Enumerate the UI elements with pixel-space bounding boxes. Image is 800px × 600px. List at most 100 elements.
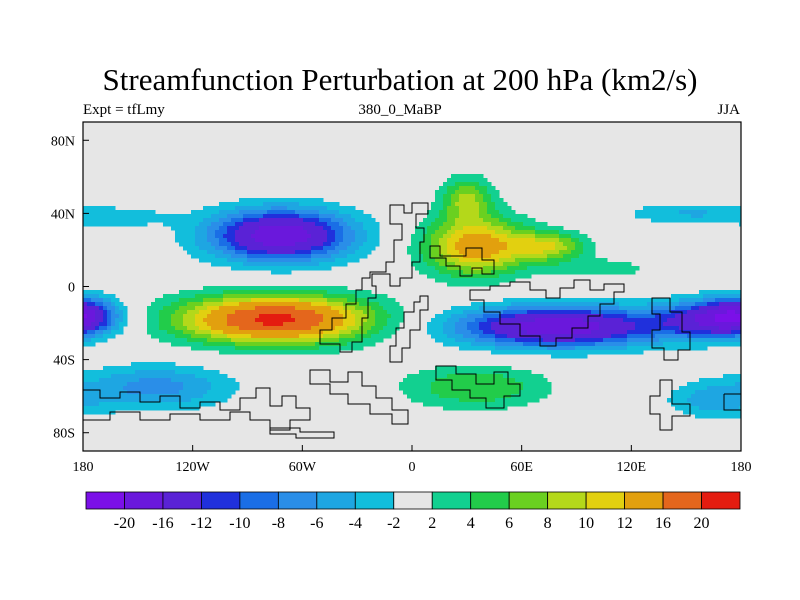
- contour-cell: [99, 302, 104, 307]
- contour-cell: [483, 390, 488, 395]
- contour-cell: [243, 250, 248, 255]
- contour-cell: [311, 254, 316, 259]
- contour-cell: [511, 386, 516, 391]
- contour-cell: [271, 306, 276, 311]
- contour-cell: [251, 258, 256, 263]
- contour-cell: [311, 310, 316, 315]
- contour-cell: [675, 326, 680, 331]
- contour-cell: [203, 230, 208, 235]
- contour-cell: [583, 238, 588, 243]
- contour-cell: [279, 266, 284, 271]
- contour-cell: [199, 302, 204, 307]
- contour-cell: [271, 326, 276, 331]
- contour-cell: [155, 402, 160, 407]
- contour-cell: [91, 306, 96, 311]
- contour-cell: [371, 306, 376, 311]
- contour-cell: [531, 266, 536, 271]
- contour-cell: [259, 210, 264, 215]
- contour-cell: [295, 318, 300, 323]
- contour-cell: [363, 334, 368, 339]
- contour-cell: [339, 346, 344, 351]
- contour-cell: [731, 382, 736, 387]
- contour-cell: [87, 338, 92, 343]
- contour-cell: [739, 210, 742, 215]
- contour-cell: [463, 226, 468, 231]
- contour-cell: [527, 386, 532, 391]
- contour-cell: [559, 266, 564, 271]
- contour-cell: [459, 366, 464, 371]
- contour-cell: [199, 306, 204, 311]
- contour-cell: [195, 254, 200, 259]
- contour-cell: [131, 222, 136, 227]
- contour-cell: [155, 362, 160, 367]
- contour-cell: [719, 334, 724, 339]
- contour-cell: [335, 214, 340, 219]
- contour-cell: [283, 302, 288, 307]
- contour-cell: [467, 194, 472, 199]
- contour-cell: [455, 190, 460, 195]
- contour-cell: [275, 350, 280, 355]
- contour-cell: [235, 330, 240, 335]
- contour-cell: [435, 338, 440, 343]
- contour-cell: [535, 322, 540, 327]
- contour-cell: [151, 318, 156, 323]
- contour-cell: [259, 346, 264, 351]
- contour-cell: [95, 374, 100, 379]
- contour-cell: [455, 306, 460, 311]
- contour-cell: [231, 222, 236, 227]
- contour-cell: [239, 258, 244, 263]
- contour-cell: [703, 326, 708, 331]
- contour-cell: [195, 346, 200, 351]
- contour-cell: [651, 334, 656, 339]
- contour-cell: [435, 366, 440, 371]
- contour-cell: [647, 322, 652, 327]
- contour-cell: [571, 330, 576, 335]
- contour-cell: [475, 398, 480, 403]
- contour-cell: [615, 314, 620, 319]
- contour-cell: [663, 306, 668, 311]
- contour-cell: [427, 242, 432, 247]
- contour-cell: [175, 318, 180, 323]
- contour-cell: [163, 218, 168, 223]
- contour-cell: [615, 310, 620, 315]
- contour-cell: [467, 226, 472, 231]
- contour-cell: [547, 302, 552, 307]
- contour-cell: [307, 290, 312, 295]
- contour-cell: [359, 298, 364, 303]
- contour-cell: [163, 382, 168, 387]
- contour-cell: [207, 310, 212, 315]
- contour-cell: [143, 366, 148, 371]
- contour-cell: [407, 378, 412, 383]
- contour-cell: [683, 214, 688, 219]
- contour-cell: [287, 226, 292, 231]
- contour-cell: [547, 246, 552, 251]
- contour-cell: [123, 322, 128, 327]
- contour-cell: [199, 230, 204, 235]
- contour-cell: [95, 370, 100, 375]
- contour-cell: [319, 290, 324, 295]
- contour-cell: [447, 234, 452, 239]
- contour-cell: [283, 314, 288, 319]
- contour-cell: [383, 314, 388, 319]
- contour-cell: [695, 206, 700, 211]
- contour-cell: [251, 198, 256, 203]
- contour-cell: [459, 326, 464, 331]
- contour-cell: [695, 402, 700, 407]
- contour-cell: [735, 342, 740, 347]
- contour-cell: [659, 298, 664, 303]
- contour-cell: [667, 210, 672, 215]
- contour-cell: [531, 386, 536, 391]
- contour-cell: [575, 250, 580, 255]
- contour-cell: [219, 246, 224, 251]
- contour-cell: [239, 338, 244, 343]
- contour-cell: [147, 406, 152, 411]
- contour-cell: [175, 378, 180, 383]
- contour-cell: [543, 314, 548, 319]
- contour-cell: [83, 334, 88, 339]
- contour-cell: [687, 334, 692, 339]
- contour-cell: [231, 306, 236, 311]
- contour-cell: [695, 386, 700, 391]
- contour-cell: [447, 322, 452, 327]
- contour-cell: [515, 266, 520, 271]
- contour-cell: [239, 342, 244, 347]
